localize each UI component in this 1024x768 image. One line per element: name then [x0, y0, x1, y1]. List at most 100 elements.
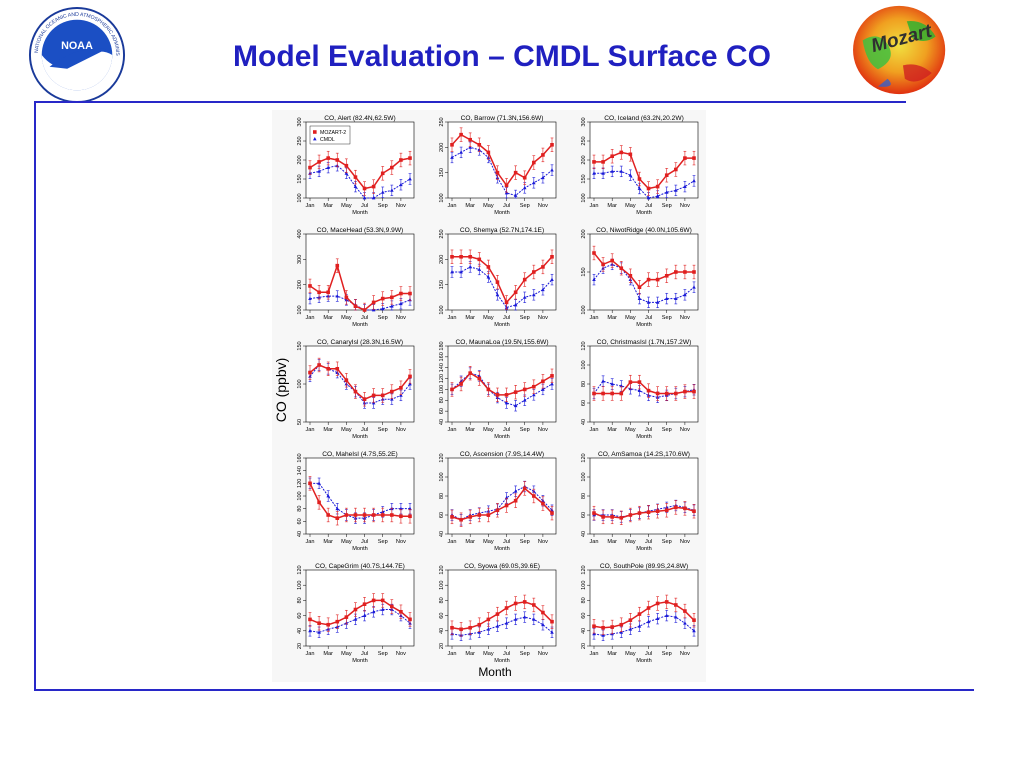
model-point: [495, 170, 500, 175]
model-point: [408, 514, 412, 519]
model-point: [692, 509, 696, 513]
x-tick-label: Sep: [378, 203, 388, 209]
model-point: [628, 618, 633, 622]
x-tick-label: Sep: [520, 651, 530, 657]
x-tick-label: May: [483, 651, 494, 657]
model-point: [380, 393, 385, 398]
panel-month-label: Month: [636, 434, 652, 440]
model-point: [326, 156, 330, 160]
model-point: [637, 177, 642, 181]
model-point: [344, 615, 349, 619]
model-point: [541, 501, 545, 506]
y-tick-label: 250: [439, 117, 445, 126]
model-point: [541, 153, 545, 157]
legend-label: CMDL: [320, 137, 335, 143]
y-tick-label: 150: [439, 280, 445, 289]
y-tick-label: 60: [581, 400, 587, 406]
panel-month-label: Month: [494, 210, 510, 216]
obs-point: [550, 382, 554, 386]
model-point: [459, 255, 463, 259]
model-point: [628, 274, 633, 278]
model-point: [646, 186, 651, 191]
model-point: [468, 255, 472, 259]
plot-frame: [305, 233, 415, 311]
y-tick-label: 100: [297, 193, 303, 202]
panel-title: CO, MaheIsl (4.7S,55.2E): [322, 451, 398, 458]
obs-point: [371, 308, 376, 312]
x-tick-label: May: [625, 315, 636, 321]
station-panel: CO, MaunaLoa (19.5N,155.6W) 40 60 80 100 120 1…: [439, 339, 557, 440]
obs-point: [468, 145, 472, 149]
x-tick-label: Jul: [503, 539, 510, 545]
model-point: [495, 508, 500, 513]
model-point: [655, 391, 660, 396]
model-point: [344, 295, 349, 300]
model-point: [601, 625, 605, 630]
x-tick-label: May: [483, 539, 494, 545]
obs-point: [450, 270, 454, 274]
obs-point: [683, 184, 687, 188]
obs-point: [504, 621, 509, 625]
model-point: [353, 513, 358, 517]
station-panel: CO, MaheIsl (4.7S,55.2E) 40 60 80 100 120 140 1…: [297, 451, 415, 552]
model-point: [646, 606, 651, 610]
panel-month-label: Month: [494, 434, 510, 440]
obs-point: [450, 155, 454, 159]
model-point: [592, 160, 596, 164]
noaa-logo: NOAA NATIONAL OCEANIC AND ATMOSPHERIC AD…: [28, 6, 126, 104]
model-point: [326, 622, 330, 627]
model-point: [308, 165, 312, 170]
x-tick-label: Jul: [361, 651, 368, 657]
x-tick-label: Mar: [465, 651, 475, 657]
y-tick-label: 150: [581, 267, 587, 276]
model-point: [550, 619, 554, 624]
y-tick-label: 40: [297, 531, 303, 537]
model-point: [362, 602, 367, 606]
obs-point: [610, 169, 614, 173]
noaa-wordmark: NOAA: [61, 40, 93, 52]
panel-title: CO, Shemya (52.7N,174.1E): [460, 227, 544, 234]
model-point: [495, 280, 500, 284]
panel-title: CO, Iceland (63.2N,20.2W): [604, 115, 684, 122]
model-point: [362, 513, 367, 517]
model-point: [380, 513, 385, 517]
obs-point: [522, 398, 527, 402]
model-point: [532, 160, 536, 165]
model-point: [353, 304, 358, 308]
x-tick-label: Jul: [361, 427, 368, 433]
model-point: [592, 511, 596, 515]
plot-frame: [589, 457, 699, 535]
model-point: [408, 374, 412, 379]
model-point: [655, 184, 660, 189]
x-tick-label: May: [483, 427, 494, 433]
station-panel: CO, ChristmasIsl (1.7N,157.2W) 40 60 80 100 1…: [581, 339, 699, 440]
y-tick-label: 300: [297, 255, 303, 264]
x-tick-label: May: [625, 427, 636, 433]
model-point: [399, 291, 403, 296]
y-tick-label: 40: [581, 531, 587, 537]
model-point: [408, 617, 412, 622]
x-tick-label: Mar: [465, 315, 475, 321]
y-tick-label: 80: [439, 493, 445, 499]
panel-month-label: Month: [352, 322, 368, 328]
x-tick-label: Sep: [520, 315, 530, 321]
y-tick-label: 150: [297, 174, 303, 183]
obs-point: [468, 264, 472, 269]
model-point: [692, 389, 696, 394]
y-tick-label: 80: [439, 397, 445, 403]
obs-point: [353, 184, 358, 188]
x-tick-label: Jan: [447, 203, 456, 209]
y-tick-label: 100: [581, 305, 587, 314]
y-tick-label: 140: [297, 466, 303, 475]
x-tick-label: Nov: [680, 203, 690, 209]
model-point: [504, 393, 509, 397]
model-point: [495, 612, 500, 616]
x-tick-label: Mar: [323, 427, 333, 433]
y-tick-label: 100: [439, 581, 445, 590]
x-tick-label: Jul: [645, 651, 652, 657]
x-tick-label: Jan: [447, 315, 456, 321]
model-point: [683, 506, 687, 511]
y-tick-label: 200: [439, 143, 445, 152]
model-point: [326, 513, 330, 517]
obs-series-line: [593, 380, 695, 398]
